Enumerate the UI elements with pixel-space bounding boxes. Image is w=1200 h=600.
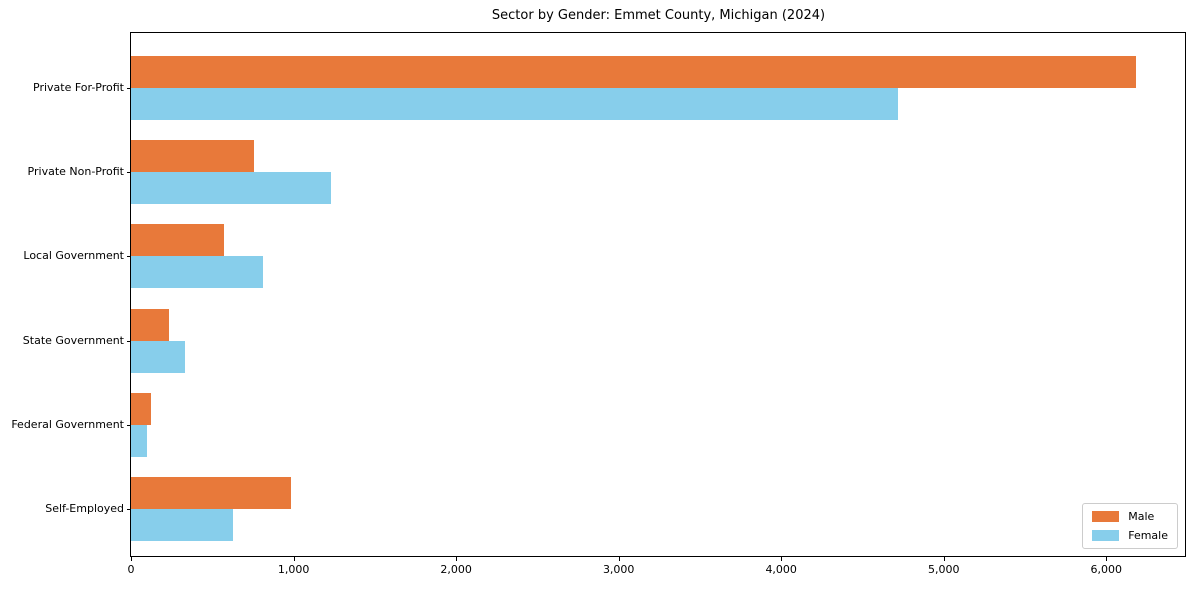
legend-swatch-male [1092, 511, 1120, 522]
x-tick-mark [131, 557, 132, 561]
y-tick-mark [127, 340, 131, 342]
bar-female-1 [131, 88, 899, 120]
bar-female-4 [131, 340, 185, 373]
y-tick-label: Federal Government [11, 417, 124, 431]
y-tick-label: State Government [22, 333, 124, 347]
plot-area: Male Female [130, 32, 1186, 557]
y-tick-label: Private Non-Profit [27, 165, 124, 179]
y-tick-mark [127, 256, 131, 258]
legend-label: Male [1128, 510, 1155, 523]
bar-male-5 [131, 392, 151, 425]
bar-male-6 [131, 477, 292, 509]
legend-item-female: Female [1092, 529, 1168, 542]
x-tick-label: 1,000 [277, 563, 310, 576]
y-tick-label: Private For-Profit [33, 81, 124, 94]
bar-female-2 [131, 172, 331, 205]
y-tick-label: Self-Employed [45, 502, 124, 515]
y-tick-mark [127, 509, 131, 510]
x-tick-label: 3,000 [602, 563, 635, 576]
legend-swatch-female [1092, 530, 1120, 541]
x-tick-mark [456, 557, 458, 561]
bar-female-3 [131, 256, 263, 289]
x-tick-mark [781, 557, 783, 561]
bar-male-4 [131, 308, 170, 341]
x-tick-label: 2,000 [440, 563, 472, 576]
bar-male-3 [131, 224, 224, 257]
y-tick-mark [127, 172, 131, 174]
legend: Male Female [1082, 503, 1178, 549]
y-tick-label: Local Government [23, 249, 124, 263]
bar-female-5 [131, 424, 148, 457]
x-tick-mark [1106, 557, 1108, 561]
x-tick-label: 0 [127, 563, 135, 576]
bar-male-1 [131, 56, 1136, 88]
bar-female-6 [131, 509, 234, 541]
y-tick-mark [127, 88, 131, 89]
legend-label: Female [1128, 529, 1168, 542]
x-tick-label: 6,000 [1090, 563, 1123, 576]
x-tick-mark [943, 557, 945, 561]
y-tick-mark [127, 424, 131, 426]
x-tick-label: 4,000 [765, 563, 797, 576]
legend-item-male: Male [1092, 510, 1168, 523]
x-tick-label: 5,000 [928, 563, 960, 576]
x-tick-mark [618, 557, 620, 561]
chart-title: Sector by Gender: Emmet County, Michigan… [491, 8, 826, 23]
x-tick-mark [293, 557, 295, 561]
bar-male-2 [131, 140, 254, 173]
